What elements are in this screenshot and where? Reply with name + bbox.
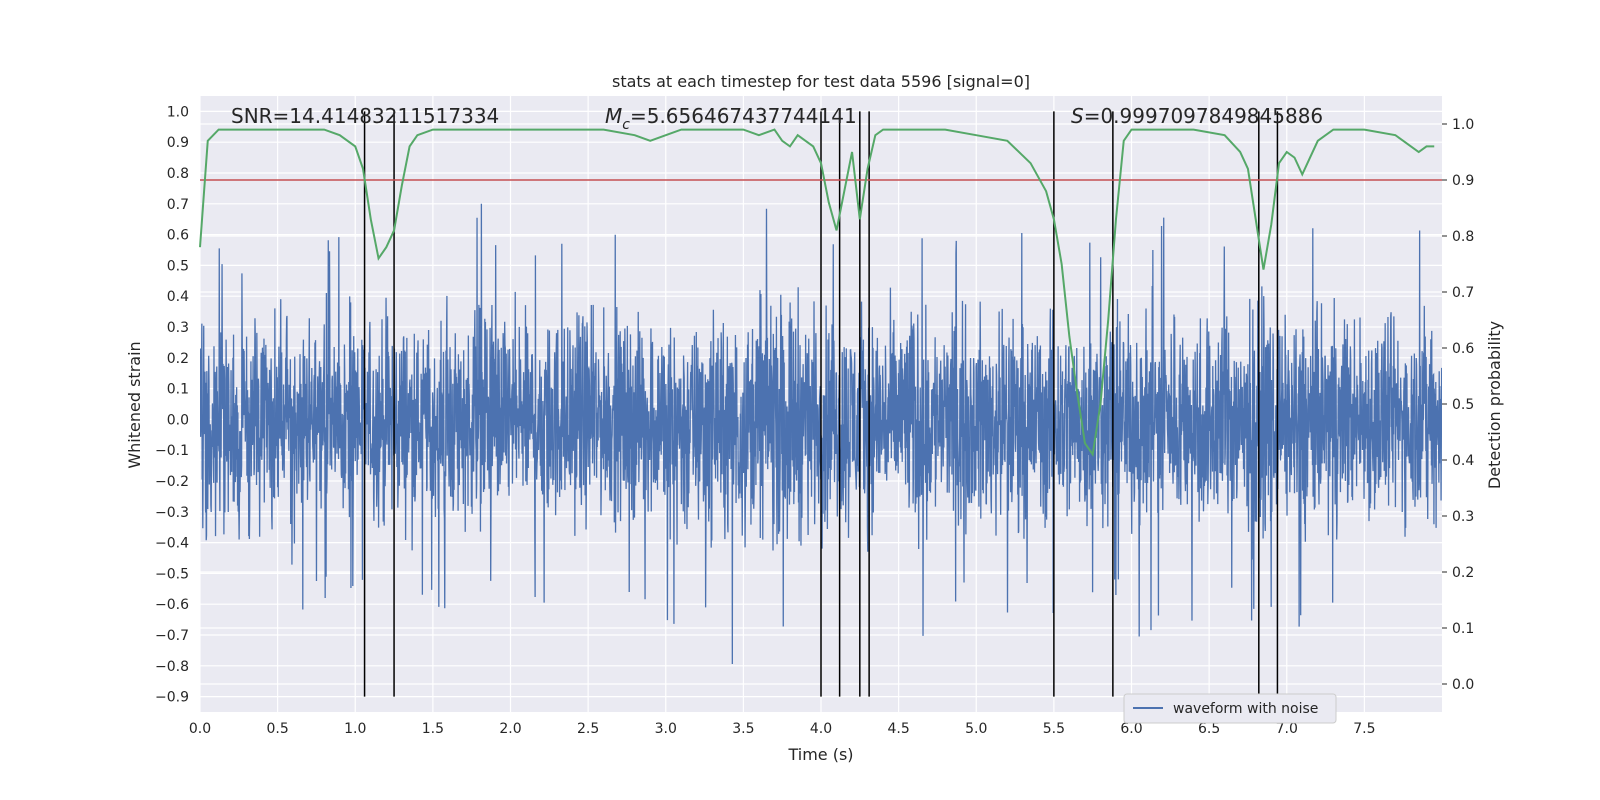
x-tick-label: 4.5 bbox=[887, 721, 909, 737]
y-tick-label-right: 0.1 bbox=[1452, 621, 1474, 637]
legend-label-waveform: waveform with noise bbox=[1173, 701, 1318, 717]
x-tick-label: 3.5 bbox=[732, 721, 754, 737]
y-tick-label-right: 0.5 bbox=[1452, 397, 1474, 413]
x-tick-label: 7.0 bbox=[1276, 721, 1298, 737]
y-tick-label-right: 0.2 bbox=[1452, 565, 1474, 581]
x-tick-label: 7.5 bbox=[1353, 721, 1375, 737]
y-tick-label-right: 0.6 bbox=[1452, 341, 1474, 357]
legend-box bbox=[1123, 693, 1337, 724]
y-tick-label-left: 0.1 bbox=[167, 382, 189, 398]
y-tick-label-left: −0.4 bbox=[155, 536, 189, 552]
y-tick-label-right: 0.4 bbox=[1452, 453, 1474, 469]
x-axis-label: Time (s) bbox=[787, 745, 853, 764]
y-ticks-right: 0.0 0.1 0.2 0.3 0.4 0.5 0.6 0.7 0.8 0.9 1.0 bbox=[1442, 117, 1474, 693]
y-tick-label-right: 0.0 bbox=[1452, 677, 1474, 693]
vertical-lines bbox=[363, 111, 1279, 697]
x-tick-label: 5.5 bbox=[1043, 721, 1065, 737]
plot-content bbox=[199, 111, 1442, 697]
x-tick-label: 1.5 bbox=[422, 721, 444, 737]
probability-series bbox=[199, 128, 1435, 458]
y-tick-label-right: 1.0 bbox=[1452, 117, 1474, 133]
y-tick-label-left: 0.8 bbox=[167, 166, 189, 182]
y-axis-label-right: Detection probability bbox=[1485, 321, 1504, 489]
x-ticks: 0.0 0.5 1.0 1.5 2.0 2.5 3.0 3.5 4.0 4.5 5.0 5.5 6.0 6… bbox=[189, 721, 1376, 737]
y-axis-label-left: Whitened strain bbox=[125, 341, 144, 468]
y-tick-label-right: 0.3 bbox=[1452, 509, 1474, 525]
x-tick-label: 6.0 bbox=[1120, 721, 1142, 737]
x-tick-label: 4.0 bbox=[810, 721, 832, 737]
y-tick-label-left: 0.3 bbox=[167, 320, 189, 336]
y-tick-label-right: 0.8 bbox=[1452, 229, 1474, 245]
y-tick-label-left: −0.9 bbox=[155, 690, 189, 706]
chart-title: stats at each timestep for test data 559… bbox=[612, 72, 1030, 91]
mc-annotation: Mc=5.656467437744141 bbox=[605, 104, 857, 133]
s-annotation: S=0.9997097849845886 bbox=[1071, 104, 1323, 128]
y-tick-label-left: 1.0 bbox=[167, 104, 189, 120]
y-tick-label-left: 0.0 bbox=[167, 412, 189, 428]
s-value: =0.9997097849845886 bbox=[1084, 104, 1323, 128]
x-tick-label: 2.5 bbox=[577, 721, 599, 737]
y-tick-label-left: 0.2 bbox=[167, 351, 189, 367]
y-tick-label-left: −0.1 bbox=[155, 443, 189, 459]
legend: waveform with noise bbox=[1123, 693, 1337, 724]
mc-value: =5.656467437744141 bbox=[630, 104, 857, 128]
y-tick-label-left: −0.6 bbox=[155, 597, 189, 613]
y-tick-label-left: 0.7 bbox=[167, 197, 189, 213]
s-symbol: S bbox=[1071, 104, 1084, 128]
x-tick-label: 3.0 bbox=[655, 721, 677, 737]
y-tick-label-left: −0.7 bbox=[155, 628, 189, 644]
y-tick-label-left: 0.4 bbox=[167, 289, 189, 305]
y-tick-label-left: −0.2 bbox=[155, 474, 189, 490]
x-tick-label: 0.5 bbox=[266, 721, 288, 737]
mc-subscript: c bbox=[622, 117, 630, 133]
x-tick-label: 5.0 bbox=[965, 721, 987, 737]
x-tick-label: 0.0 bbox=[189, 721, 211, 737]
y-tick-label-left: 0.9 bbox=[167, 135, 189, 151]
y-tick-label-left: −0.5 bbox=[155, 566, 189, 582]
y-tick-label-right: 0.9 bbox=[1452, 173, 1474, 189]
x-tick-label: 2.0 bbox=[499, 721, 521, 737]
x-tick-label: 6.5 bbox=[1198, 721, 1220, 737]
y-tick-label-left: 0.5 bbox=[167, 258, 189, 274]
mc-symbol: M bbox=[605, 104, 622, 128]
y-tick-label-left: 0.6 bbox=[167, 228, 189, 244]
x-tick-label: 1.0 bbox=[344, 721, 366, 737]
y-tick-label-left: −0.8 bbox=[155, 659, 189, 675]
y-ticks-left: −0.9 −0.8 −0.7 −0.6 −0.5 −0.4 −0.3 −0.2 −0.1 0.0 0… bbox=[155, 104, 189, 705]
snr-annotation: SNR=14.41483211517334 bbox=[231, 104, 499, 128]
y-tick-label-left: −0.3 bbox=[155, 505, 189, 521]
y-tick-label-right: 0.7 bbox=[1452, 285, 1474, 301]
